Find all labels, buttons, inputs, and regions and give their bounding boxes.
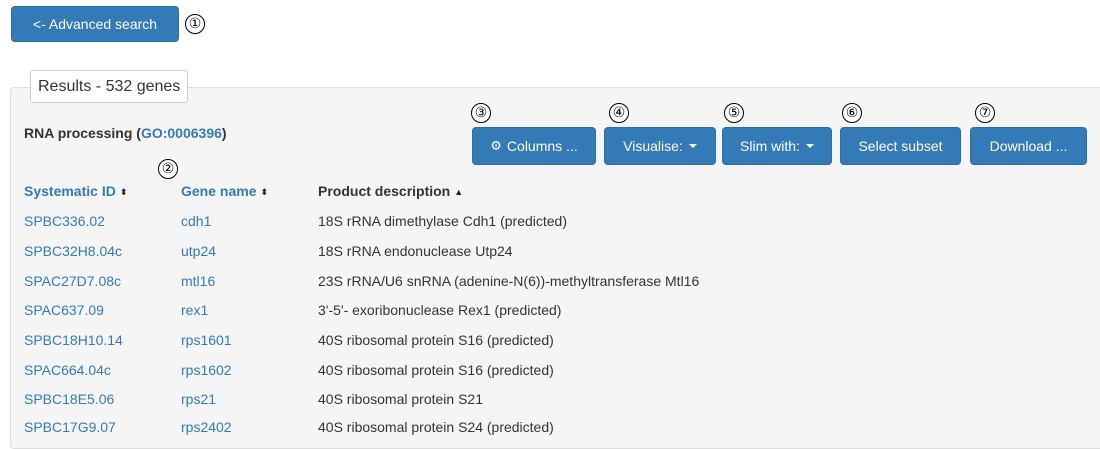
gene-name-link[interactable]: rps21 — [181, 391, 217, 407]
systematic-id-link[interactable]: SPBC18E5.06 — [24, 391, 115, 407]
systematic-id-link[interactable]: SPBC336.02 — [24, 213, 105, 229]
callout-marker-1: ① — [185, 14, 205, 34]
product-description: 23S rRNA/U6 snRNA (adenine-N(6))-methylt… — [318, 273, 700, 289]
table-row: SPBC32H8.04c utp24 18S rRNA endonuclease… — [0, 243, 1100, 273]
download-button[interactable]: Download ... — [970, 127, 1087, 165]
callout-marker-4: ④ — [609, 103, 629, 123]
term-open-paren: ( — [136, 125, 141, 141]
callout-marker-5: ⑤ — [724, 103, 744, 123]
table-row: SPBC18E5.06 rps21 40S ribosomal protein … — [0, 391, 1100, 421]
sort-asc-icon: ▲ — [454, 187, 464, 197]
header-product-description[interactable]: Product description ▲ — [318, 183, 463, 199]
visualise-dropdown[interactable]: Visualise: — [604, 127, 716, 165]
gene-name-link[interactable]: rex1 — [181, 302, 209, 318]
gene-name-link[interactable]: mtl16 — [181, 273, 216, 289]
sort-both-icon: ⬍ — [260, 187, 269, 197]
table-row: SPAC27D7.08c mtl16 23S rRNA/U6 snRNA (ad… — [0, 273, 1100, 303]
header-gene-name[interactable]: Gene name ⬍ — [181, 183, 268, 199]
header-systematic-id-label: Systematic ID — [24, 183, 116, 199]
gene-name-link[interactable]: rps1601 — [181, 332, 232, 348]
systematic-id-link[interactable]: SPBC32H8.04c — [24, 243, 123, 259]
chevron-down-icon — [688, 144, 697, 148]
systematic-id-link[interactable]: SPBC17G9.07 — [24, 419, 116, 435]
sort-both-icon: ⬍ — [119, 187, 128, 197]
gene-name-link[interactable]: utp24 — [181, 243, 217, 259]
product-description: 40S ribosomal protein S24 (predicted) — [318, 419, 554, 435]
gene-name-link[interactable]: cdh1 — [181, 213, 212, 229]
systematic-id-link[interactable]: SPBC18H10.14 — [24, 332, 123, 348]
table-row: SPBC17G9.07 rps2402 40S ribosomal protei… — [0, 419, 1100, 449]
term-title: RNA processing (GO:0006396) — [24, 125, 227, 141]
go-term-link[interactable]: GO:0006396 — [140, 125, 222, 141]
gear-icon: ⚙ — [490, 138, 502, 154]
callout-marker-7: ⑦ — [975, 103, 995, 123]
callout-marker-2: ② — [158, 159, 178, 179]
table-row: SPBC18H10.14 rps1601 40S ribosomal prote… — [0, 332, 1100, 362]
header-gene-name-label: Gene name — [181, 183, 257, 199]
visualise-label: Visualise: — [623, 138, 683, 154]
product-description: 18S rRNA endonuclease Utp24 — [318, 243, 513, 259]
slim-with-dropdown[interactable]: Slim with: — [722, 127, 832, 165]
header-systematic-id[interactable]: Systematic ID ⬍ — [24, 183, 127, 199]
product-description: 40S ribosomal protein S16 (predicted) — [318, 332, 554, 348]
systematic-id-link[interactable]: SPAC637.09 — [24, 302, 104, 318]
callout-marker-3: ③ — [471, 103, 491, 123]
term-name: RNA processing — [24, 125, 133, 141]
product-description: 3'-5'- exoribonuclease Rex1 (predicted) — [318, 302, 562, 318]
systematic-id-link[interactable]: SPAC664.04c — [24, 362, 111, 378]
product-description: 40S ribosomal protein S21 — [318, 391, 483, 407]
chevron-down-icon — [805, 144, 814, 148]
callout-marker-6: ⑥ — [842, 103, 862, 123]
table-row: SPAC637.09 rex1 3'-5'- exoribonuclease R… — [0, 302, 1100, 332]
columns-button-label: Columns ... — [506, 138, 578, 154]
product-description: 40S ribosomal protein S16 (predicted) — [318, 362, 554, 378]
gene-name-link[interactable]: rps2402 — [181, 419, 232, 435]
columns-button[interactable]: ⚙ Columns ... — [472, 127, 596, 165]
results-legend: Results - 532 genes — [30, 70, 189, 103]
term-close-paren: ) — [221, 125, 227, 141]
select-subset-button[interactable]: Select subset — [840, 127, 961, 165]
table-row: SPBC336.02 cdh1 18S rRNA dimethylase Cdh… — [0, 213, 1100, 243]
product-description: 18S rRNA dimethylase Cdh1 (predicted) — [318, 213, 568, 229]
table-row: SPAC664.04c rps1602 40S ribosomal protei… — [0, 362, 1100, 392]
slim-label: Slim with: — [740, 138, 800, 154]
advanced-search-back-button[interactable]: <- Advanced search — [11, 6, 179, 42]
gene-name-link[interactable]: rps1602 — [181, 362, 232, 378]
header-product-description-label: Product description — [318, 183, 451, 199]
systematic-id-link[interactable]: SPAC27D7.08c — [24, 273, 122, 289]
